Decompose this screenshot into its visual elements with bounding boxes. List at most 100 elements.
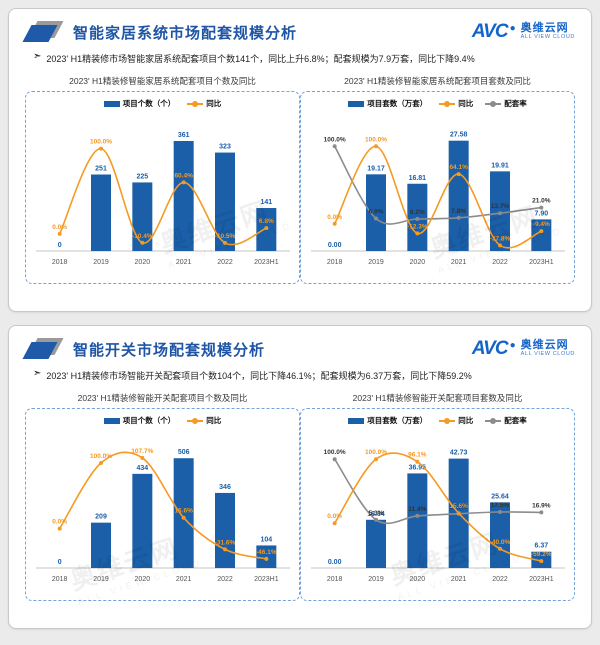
- line-series: [333, 145, 541, 225]
- legend-label: 项目套数（万套）: [367, 99, 428, 108]
- data-point: [414, 231, 419, 236]
- legend-label: 同比: [458, 99, 474, 108]
- chart-legend: 项目个数（个） 同比: [32, 413, 293, 428]
- x-tick-label: 2023H1: [254, 259, 279, 266]
- panel-header: 智能开关市场配套规模分析 AVC ● 奥维云网 ALL VIEW CLOUD: [9, 326, 591, 360]
- x-tick-label: 2021: [175, 259, 191, 266]
- point-label: 64.1%: [449, 164, 468, 171]
- data-point: [497, 510, 502, 514]
- bar-label: 42.73: [449, 450, 467, 457]
- data-point: [414, 217, 419, 221]
- legend-label: 配套率: [504, 416, 527, 425]
- x-tick-label: 2022: [492, 259, 508, 266]
- point-label: 15.6%: [449, 503, 468, 510]
- bar: [131, 182, 152, 251]
- legend-item: 项目个数（个）: [103, 415, 176, 426]
- avc-logo-name: 奥维云网: [520, 339, 569, 352]
- point-label: 100.0%: [89, 139, 111, 146]
- point-label: 0.0%: [52, 224, 67, 231]
- legend-bar-swatch: [103, 100, 120, 107]
- avc-logo: AVC ● 奥维云网 ALL VIEW CLOUD: [472, 338, 575, 360]
- point-label: 0.0%: [52, 519, 67, 526]
- legend-line-swatch: [187, 417, 204, 424]
- chart-plot: 0 251 225 361 323 141 2018 2019 2020 2021 2022 2023…: [35, 132, 290, 266]
- legend-line-swatch: [187, 100, 204, 107]
- point-label: 14.9%: [449, 504, 468, 511]
- bar: [214, 152, 235, 251]
- point-label: 6.8%: [258, 218, 273, 225]
- bar: [489, 171, 510, 251]
- point-label: 96.1%: [408, 452, 427, 459]
- data-point: [181, 515, 186, 520]
- point-label: 100.0%: [364, 449, 386, 456]
- bullet-arrow-icon: ➣: [33, 51, 42, 62]
- point-label: 17.5%: [490, 502, 509, 509]
- data-point: [332, 221, 337, 226]
- point-label: 100.0%: [364, 136, 386, 143]
- data-point: [373, 517, 378, 522]
- point-label: 13.7%: [490, 203, 509, 210]
- chart-legend: 项目个数（个） 同比: [32, 96, 293, 111]
- avc-logo-text: AVC: [471, 338, 509, 359]
- data-point: [332, 521, 337, 526]
- x-tick-label: 2018: [326, 259, 342, 266]
- bar-label: 0.00: [327, 559, 341, 566]
- bar-label: 141: [260, 199, 272, 206]
- legend-item: 项目套数（万套）: [348, 98, 427, 109]
- bar-label: 209: [95, 514, 107, 521]
- bar-label: 251: [95, 166, 107, 173]
- legend-item: 配套率: [485, 415, 527, 426]
- data-point: [373, 216, 378, 221]
- data-point: [263, 556, 268, 561]
- legend-label: 项目个数（个）: [122, 416, 176, 425]
- x-tick-label: 2019: [93, 576, 109, 583]
- legend-line-swatch: [485, 417, 502, 424]
- avc-logo-name: 奥维云网: [520, 22, 569, 35]
- data-point: [538, 510, 543, 515]
- line-series: [333, 458, 541, 525]
- bar-label: 506: [177, 449, 189, 456]
- bar-label: 18.84: [367, 511, 385, 518]
- bar: [448, 140, 469, 251]
- summary-text: 2023' H1精装修市场智能家居系统配套项目个数141个，同比上升6.8%；配…: [46, 54, 475, 64]
- chart-title: 2023' H1精装修智能开关配套项目个数及同比: [77, 393, 248, 403]
- data-point: [139, 240, 144, 245]
- bar: [90, 522, 111, 568]
- chart-title: 2023' H1精装修智能家居系统配套项目套数及同比: [344, 76, 531, 86]
- x-tick-label: 2021: [450, 259, 466, 266]
- x-tick-label: 2018: [51, 576, 67, 583]
- bar: [173, 140, 194, 251]
- bar-label: 25.64: [491, 493, 509, 500]
- chart-canvas: 项目套数（万套） 同比 配套率 0.00 19.17 16.81 27.58 19.91 7.9…: [300, 91, 575, 284]
- data-point: [414, 459, 419, 464]
- legend-item: 同比: [439, 415, 473, 426]
- legend-label: 配套率: [504, 99, 527, 108]
- legend-label: 同比: [458, 416, 474, 425]
- line-series: [58, 451, 267, 560]
- parallelogram-icon: [22, 21, 64, 43]
- point-label: 107.7%: [131, 448, 153, 455]
- data-point: [98, 146, 103, 151]
- data-point: [538, 205, 543, 210]
- point-label: 5.3%: [368, 510, 383, 517]
- point-label: 11.4%: [408, 506, 426, 513]
- x-tick-label: 2021: [450, 576, 466, 583]
- legend-line-swatch: [485, 100, 502, 107]
- summary-bullet: ➣ 2023' H1精装修市场智能开关配套项目个数104个，同比下降46.1%；…: [33, 369, 571, 382]
- legend-item: 项目个数（个）: [103, 98, 175, 109]
- data-point: [332, 144, 337, 149]
- bar-label: 0: [57, 559, 61, 566]
- bar-label: 434: [136, 465, 148, 472]
- data-point: [181, 180, 186, 185]
- point-label: 21.0%: [532, 198, 551, 205]
- bar: [173, 458, 194, 568]
- bar: [255, 545, 276, 568]
- bar: [530, 219, 551, 251]
- panel-smart-home-systems: 智能家居系统市场配套规模分析 AVC ● 奥维云网 ALL VIEW CLOUD…: [8, 8, 592, 312]
- x-tick-label: 2023H1: [254, 576, 279, 583]
- panel-header: 智能家居系统市场配套规模分析 AVC ● 奥维云网 ALL VIEW CLOUD: [9, 9, 591, 43]
- x-tick-label: 2018: [326, 576, 342, 583]
- line-series: [58, 147, 267, 246]
- point-label: 16.6%: [174, 508, 193, 515]
- legend-bar-swatch: [103, 417, 120, 424]
